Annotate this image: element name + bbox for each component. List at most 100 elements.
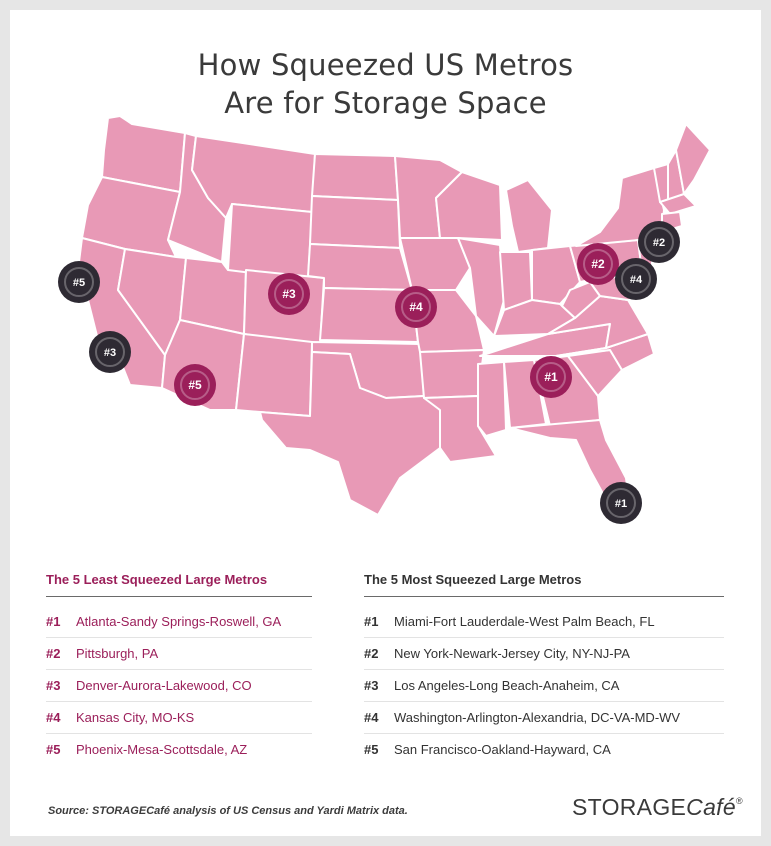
metro-name: Miami-Fort Lauderdale-West Palm Beach, F… — [394, 614, 655, 629]
marker-ring — [615, 258, 657, 300]
marker-ring — [395, 286, 437, 328]
marker-inner-ring — [274, 279, 304, 309]
marker-least-denver: #3 — [268, 273, 310, 315]
marker-inner-ring — [536, 362, 566, 392]
list-item: #5 Phoenix-Mesa-Scottsdale, AZ — [46, 734, 312, 765]
marker-inner-ring — [401, 292, 431, 322]
state-wisconsin — [435, 171, 503, 241]
list-item: #4 Washington-Arlington-Alexandria, DC-VA… — [364, 702, 724, 734]
marker-label: #2 — [653, 237, 665, 249]
state-massachusetts — [659, 193, 697, 215]
state-michigan — [505, 179, 553, 253]
marker-label: #4 — [630, 274, 643, 286]
marker-most-san-francisco: #5 — [58, 261, 100, 303]
state-north-dakota — [311, 153, 399, 201]
list-item: #1 Miami-Fort Lauderdale-West Palm Beach,… — [364, 606, 724, 638]
most-squeezed-heading: The 5 Most Squeezed Large Metros — [364, 572, 582, 587]
metro-name: Phoenix-Mesa-Scottsdale, AZ — [76, 742, 248, 757]
registered-mark: ® — [735, 796, 743, 806]
marker-ring — [638, 221, 680, 263]
title-line-1: How Squeezed US Metros — [197, 48, 574, 82]
marker-least-phoenix: #5 — [174, 364, 216, 406]
rank-label: #2 — [364, 646, 379, 661]
marker-least-kansas-city: #4 — [395, 286, 437, 328]
marker-inner-ring — [180, 370, 210, 400]
metro-name: New York-Newark-Jersey City, NY-NJ-PA — [394, 646, 630, 661]
marker-most-los-angeles: #3 — [89, 331, 131, 373]
metro-name: Los Angeles-Long Beach-Anaheim, CA — [394, 678, 620, 693]
marker-label: #2 — [591, 257, 605, 271]
rank-label: #5 — [46, 742, 61, 757]
marker-inner-ring — [606, 488, 636, 518]
marker-ring — [89, 331, 131, 373]
marker-label: #3 — [282, 287, 296, 301]
list-item: #1 Atlanta-Sandy Springs-Roswell, GA — [46, 606, 312, 638]
least-squeezed-heading: The 5 Least Squeezed Large Metros — [46, 572, 268, 587]
metro-name: Washington-Arlington-Alexandria, DC-VA-M… — [394, 710, 681, 725]
rank-label: #4 — [364, 710, 379, 725]
rank-label: #5 — [364, 742, 379, 757]
rank-label: #3 — [364, 678, 379, 693]
rank-label: #1 — [364, 614, 379, 629]
state-nebraska — [307, 243, 413, 291]
map-markers: #1 #2 #3 #4 #5 #1 #2 #3 #4 #5 — [58, 221, 680, 524]
state-wyoming — [227, 203, 313, 281]
page-title: How Squeezed US Metros Are for Storage S… — [0, 46, 771, 122]
marker-ring — [530, 356, 572, 398]
marker-inner-ring — [64, 267, 94, 297]
marker-ring — [268, 273, 310, 315]
marker-inner-ring — [644, 227, 674, 257]
logo-text-storage: STORAGE — [572, 794, 687, 820]
title-line-2: Are for Storage Space — [224, 86, 547, 120]
marker-inner-ring — [621, 264, 651, 294]
list-item: #2 Pittsburgh, PA — [46, 638, 312, 670]
state-iowa — [399, 237, 471, 291]
least-squeezed-list: The 5 Least Squeezed Large Metros #1 Atla… — [46, 570, 312, 765]
metro-name: Kansas City, MO-KS — [76, 710, 195, 725]
rank-label: #2 — [46, 646, 61, 661]
marker-label: #1 — [544, 370, 558, 384]
marker-label: #3 — [104, 347, 116, 359]
state-mississippi — [477, 361, 507, 437]
state-new-mexico — [235, 333, 313, 417]
marker-label: #4 — [409, 300, 423, 314]
marker-label: #1 — [615, 498, 627, 510]
list-item: #4 Kansas City, MO-KS — [46, 702, 312, 734]
logo-text-cafe: Café — [686, 794, 736, 820]
metro-name: Denver-Aurora-Lakewood, CO — [76, 678, 252, 693]
state-arkansas — [419, 349, 485, 399]
rank-label: #1 — [46, 614, 61, 629]
list-item: #3 Los Angeles-Long Beach-Anaheim, CA — [364, 670, 724, 702]
metro-name: San Francisco-Oakland-Hayward, CA — [394, 742, 611, 757]
metro-name: Atlanta-Sandy Springs-Roswell, GA — [76, 614, 282, 629]
metro-name: Pittsburgh, PA — [76, 646, 159, 661]
marker-most-washington: #4 — [615, 258, 657, 300]
marker-label: #5 — [73, 277, 85, 289]
state-maine — [675, 123, 711, 195]
state-west-virginia — [561, 281, 601, 319]
marker-ring — [58, 261, 100, 303]
marker-inner-ring — [583, 249, 613, 279]
us-states — [77, 115, 711, 516]
heading-divider — [364, 596, 724, 597]
storagecafe-logo: STORAGECafé® — [572, 794, 743, 821]
marker-label: #5 — [188, 378, 202, 392]
most-squeezed-list: The 5 Most Squeezed Large Metros #1 Miami… — [364, 570, 724, 765]
marker-ring — [600, 482, 642, 524]
marker-inner-ring — [95, 337, 125, 367]
heading-divider — [46, 596, 312, 597]
marker-least-atlanta: #1 — [530, 356, 572, 398]
list-item: #3 Denver-Aurora-Lakewood, CO — [46, 670, 312, 702]
marker-ring — [174, 364, 216, 406]
rank-label: #4 — [46, 710, 61, 725]
rank-label: #3 — [46, 678, 61, 693]
marker-ring — [577, 243, 619, 285]
marker-least-pittsburgh: #2 — [577, 243, 619, 285]
state-texas — [259, 351, 441, 516]
marker-most-miami: #1 — [600, 482, 642, 524]
source-note: Source: STORAGECafé analysis of US Censu… — [48, 805, 408, 817]
state-south-dakota — [309, 195, 401, 249]
list-item: #5 San Francisco-Oakland-Hayward, CA — [364, 734, 724, 765]
marker-most-new-york: #2 — [638, 221, 680, 263]
